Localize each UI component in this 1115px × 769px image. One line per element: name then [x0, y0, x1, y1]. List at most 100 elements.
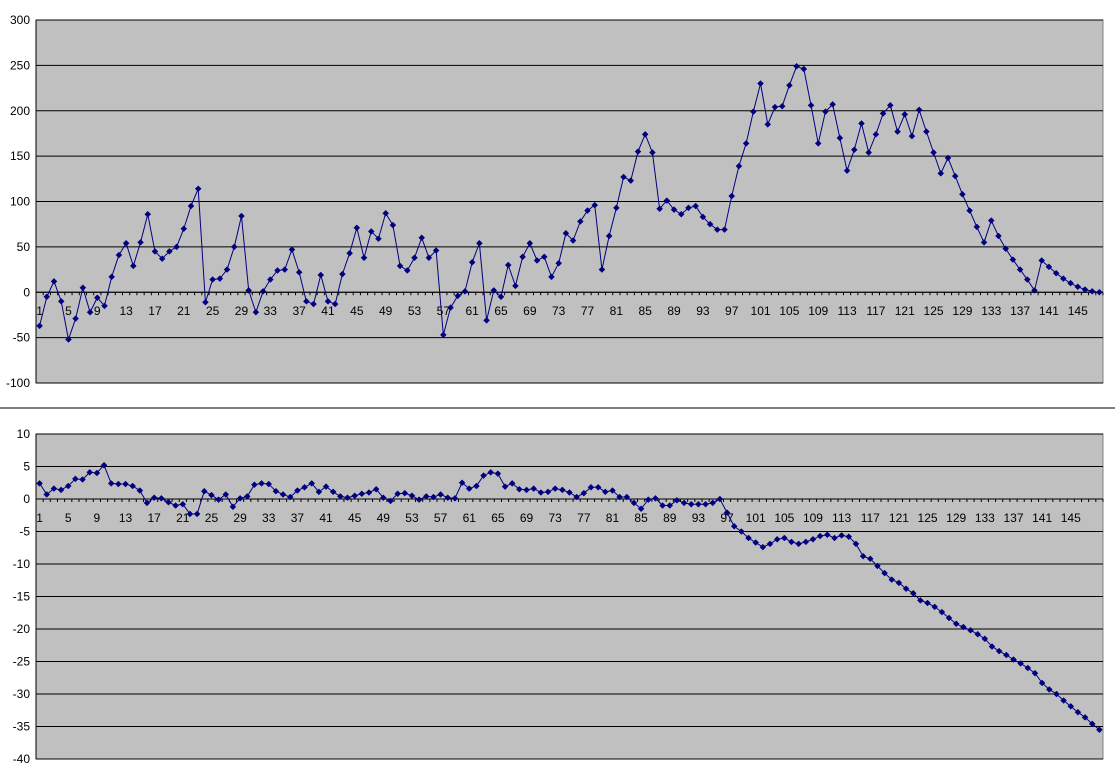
data-point-marker	[379, 494, 387, 502]
data-point-marker	[569, 237, 577, 244]
data-point-marker	[425, 254, 433, 262]
data-point-marker	[730, 522, 738, 530]
x-tick-label: 85	[634, 511, 648, 525]
x-tick-label: 93	[696, 304, 710, 318]
x-tick-label: 109	[803, 511, 823, 525]
data-point-marker	[551, 485, 559, 492]
data-point-marker	[788, 538, 795, 546]
x-tick-label: 125	[924, 304, 944, 318]
data-point-marker	[677, 210, 685, 218]
data-point-marker	[894, 128, 901, 135]
y-tick-label: -5	[19, 525, 30, 539]
x-tick-label: 101	[746, 511, 766, 525]
data-point-marker	[209, 276, 216, 283]
data-point-marker	[501, 483, 509, 491]
x-tick-label: 121	[895, 304, 915, 318]
x-tick-label: 117	[866, 304, 885, 318]
x-tick-label: 45	[350, 304, 364, 318]
data-point-marker	[838, 532, 845, 539]
data-point-marker	[1024, 664, 1032, 672]
data-point-marker	[752, 539, 760, 546]
data-point-marker	[122, 480, 129, 488]
data-point-marker	[79, 284, 87, 292]
x-tick-label: 105	[774, 511, 794, 525]
x-tick-label: 129	[952, 304, 972, 318]
x-tick-label: 93	[692, 511, 706, 525]
y-tick-label: 0	[23, 492, 30, 506]
data-point-marker	[360, 254, 368, 262]
x-tick-label: 69	[523, 304, 537, 318]
top-chart: -100 -50 0 50 100 150 200 250 300 1 5 9 13 17 21 25 29 33…	[6, 13, 1104, 390]
data-point-marker	[519, 253, 526, 261]
data-point-marker	[497, 293, 505, 301]
data-point-marker	[721, 226, 728, 233]
y-tick-label: 10	[17, 427, 31, 441]
data-point-marker	[372, 485, 380, 493]
x-tick-label: 145	[1061, 511, 1081, 525]
data-point-marker	[573, 493, 581, 501]
data-point-marker	[272, 487, 280, 495]
data-point-marker	[274, 267, 281, 274]
data-point-marker	[1038, 257, 1046, 264]
data-point-marker	[129, 262, 137, 270]
x-tick-label: 141	[1039, 304, 1059, 318]
data-point-marker	[613, 204, 620, 212]
data-point-marker	[923, 128, 930, 135]
data-point-marker	[980, 238, 988, 246]
data-point-marker	[558, 486, 566, 494]
y-tick-label: 250	[10, 58, 30, 72]
x-tick-label: 45	[348, 511, 362, 525]
y-tick-label: -50	[13, 331, 31, 345]
data-point-marker	[136, 487, 144, 494]
data-point-marker	[389, 221, 397, 229]
x-tick-label: 49	[377, 511, 391, 525]
data-point-marker	[807, 101, 815, 109]
y-tick-label: -100	[6, 376, 30, 390]
data-point-marker	[1045, 263, 1053, 271]
data-point-marker	[931, 603, 939, 611]
x-tick-label: 1	[36, 304, 43, 318]
data-point-marker	[823, 531, 831, 539]
data-point-marker	[72, 475, 79, 483]
data-point-marker	[172, 502, 179, 509]
y-tick-label: 300	[10, 13, 30, 27]
data-point-marker	[666, 502, 674, 509]
data-point-marker	[576, 218, 584, 225]
data-point-marker	[432, 247, 440, 254]
data-point-marker	[403, 267, 411, 274]
data-point-marker	[473, 482, 480, 490]
data-point-marker	[1088, 720, 1096, 728]
data-point-marker	[508, 480, 516, 487]
data-point-marker	[229, 503, 237, 511]
data-point-marker	[1031, 287, 1038, 294]
data-point-marker	[966, 207, 973, 214]
data-point-marker	[1031, 669, 1039, 677]
data-point-marker	[173, 243, 180, 251]
data-point-marker	[605, 232, 613, 240]
data-point-marker	[430, 493, 437, 501]
data-point-marker	[652, 494, 659, 502]
data-point-marker	[973, 223, 981, 231]
data-point-marker	[295, 268, 303, 276]
data-point-marker	[548, 273, 555, 281]
data-point-marker	[447, 304, 454, 312]
data-point-marker	[814, 140, 822, 147]
data-point-marker	[771, 103, 779, 111]
data-point-marker	[344, 494, 351, 502]
data-point-marker	[367, 228, 375, 235]
data-point-marker	[584, 207, 591, 214]
data-point-marker	[749, 108, 757, 116]
data-point-marker	[200, 487, 208, 495]
data-point-marker	[1074, 283, 1082, 291]
data-point-marker	[816, 532, 824, 540]
data-point-marker	[476, 239, 483, 247]
data-point-marker	[822, 108, 829, 116]
x-tick-label: 21	[177, 304, 191, 318]
data-point-marker	[742, 140, 750, 147]
data-point-marker	[1052, 269, 1060, 277]
data-point-marker	[358, 490, 366, 498]
x-tick-label: 89	[663, 511, 677, 525]
data-point-marker	[286, 493, 294, 501]
x-tick-label: 77	[577, 511, 591, 525]
data-point-marker	[480, 472, 487, 479]
